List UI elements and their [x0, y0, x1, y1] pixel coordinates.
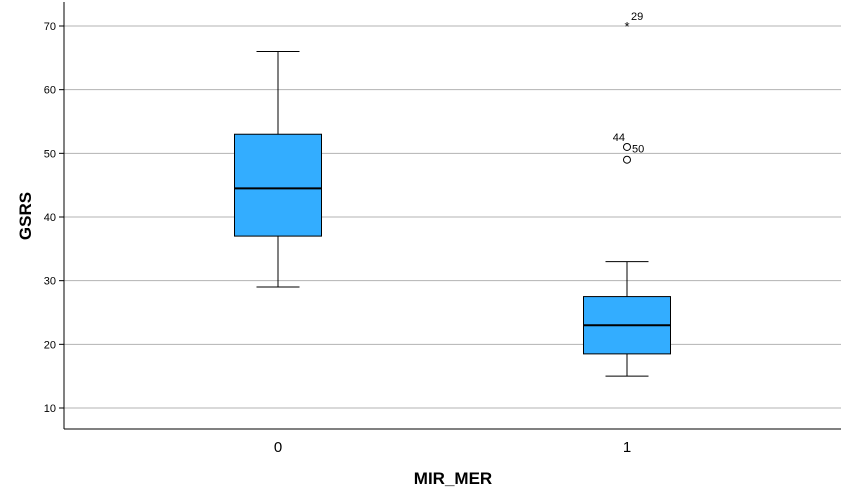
y-tick-label-20: 20 — [44, 339, 56, 351]
y-tick-labels: 10 20 30 40 50 60 70 — [44, 21, 64, 415]
gridlines — [64, 25, 841, 409]
axes — [63, 2, 841, 430]
y-axis-title: GSRS — [16, 192, 35, 240]
box-group-1: *29 44 50 — [583, 11, 671, 377]
y-tick-label-50: 50 — [44, 148, 56, 160]
outlier-label-44: 44 — [613, 132, 625, 144]
boxes: *29 44 50 — [234, 11, 671, 377]
x-tick-label-0: 0 — [274, 439, 282, 456]
box-0 — [234, 133, 322, 237]
y-tick-label-10: 10 — [44, 403, 56, 415]
outlier-circle-50 — [623, 155, 631, 164]
outlier-star-29: * — [624, 19, 629, 34]
outlier-label-50: 50 — [632, 144, 644, 156]
y-tick-label-70: 70 — [44, 21, 56, 33]
y-tick-label-30: 30 — [44, 276, 56, 288]
x-axis-title: MIR_MER — [414, 469, 492, 488]
outlier-label-29: 29 — [631, 11, 643, 23]
x-tick-label-1: 1 — [623, 439, 631, 456]
y-tick-label-60: 60 — [44, 85, 56, 97]
outlier-circle-44 — [623, 142, 631, 151]
y-tick-label-40: 40 — [44, 212, 56, 224]
box-group-0 — [234, 50, 322, 288]
